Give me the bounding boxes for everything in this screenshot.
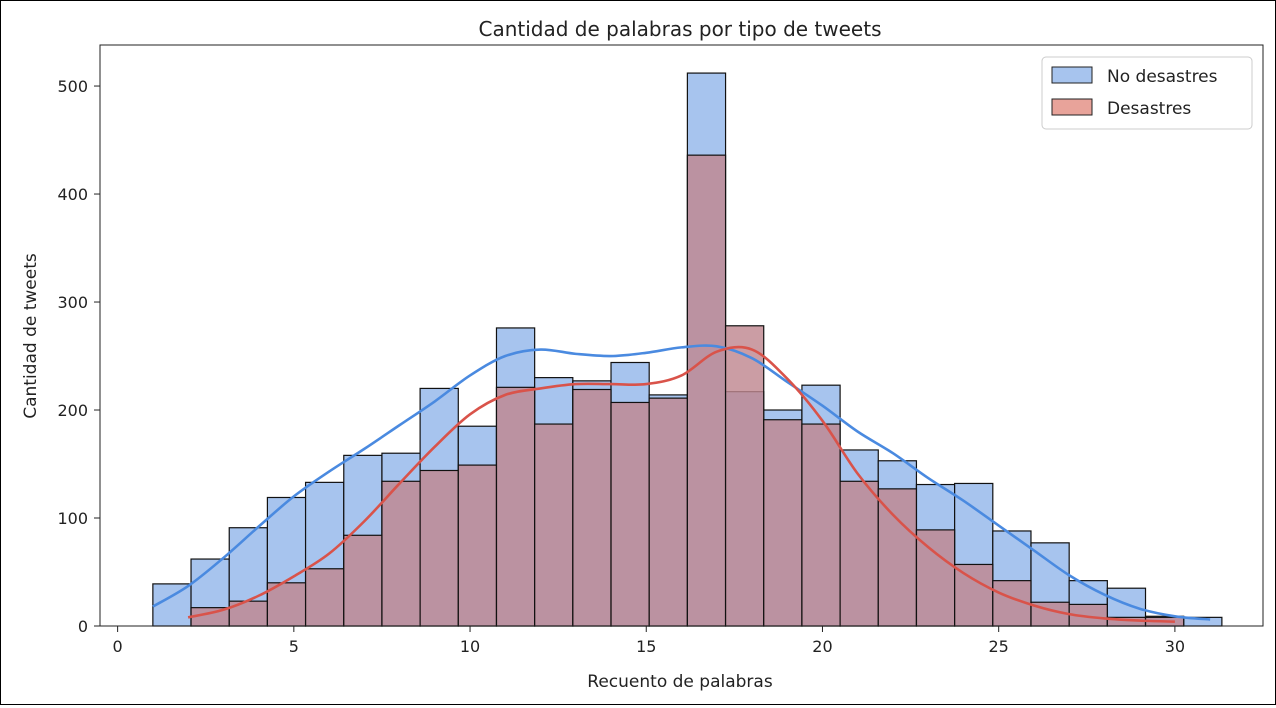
bar-desastres-15 [763, 419, 803, 627]
x-tick-label: 5 [289, 637, 299, 656]
x-tick-label: 0 [113, 637, 123, 656]
x-tick-label: 30 [1165, 637, 1185, 656]
kde-layer [152, 344, 1211, 623]
bar-desastres-8 [495, 386, 536, 627]
y-tick-label: 300 [57, 293, 88, 312]
y-axis: 0 100 200 300 400 500 [57, 77, 100, 636]
y-tick-label: 200 [57, 401, 88, 420]
bar-desastres-11 [610, 401, 650, 627]
bar-desastres-4 [343, 534, 383, 627]
x-tick-label: 10 [460, 637, 480, 656]
chart-title: Cantidad de palabras por tipo de tweets [479, 17, 882, 41]
bar-desastres-12 [648, 397, 688, 627]
y-tick-label: 100 [57, 509, 88, 528]
bar-desastres-18 [877, 488, 918, 627]
x-tick-label: 25 [989, 637, 1009, 656]
kde-line-no-desastres [152, 344, 1211, 621]
bar-desastres-7 [457, 464, 498, 627]
legend-label-no-desastres: No desastres [1107, 67, 1218, 87]
x-axis-label: Recuento de palabras [587, 672, 773, 692]
bar-desastres-5 [381, 480, 421, 627]
legend-swatch-no-desastres [1051, 66, 1093, 84]
y-tick-label: 0 [78, 617, 88, 636]
kde-line-desastres [187, 345, 1175, 623]
y-tick-label: 500 [57, 77, 88, 96]
legend-swatch-desastres [1051, 98, 1093, 116]
bar-no-desastres-0 [152, 583, 192, 627]
bar-desastres-13 [686, 154, 727, 627]
bar-desastres-9 [534, 423, 574, 627]
bar-desastres-3 [304, 568, 345, 627]
x-axis: 0 5 10 15 20 25 30 [113, 626, 1185, 656]
legend-label-desastres: Desastres [1107, 99, 1191, 119]
bar-desastres-16 [801, 423, 841, 627]
bar-desastres-20 [954, 563, 994, 627]
bar-desastres-19 [915, 529, 956, 627]
x-tick-label: 15 [636, 637, 656, 656]
x-tick-label: 20 [812, 637, 832, 656]
y-tick-label: 400 [57, 185, 88, 204]
y-axis-label: Cantidad de tweets [21, 253, 41, 419]
bar-desastres-17 [839, 480, 879, 627]
legend-frame [1041, 56, 1253, 130]
bar-desastres-6 [419, 469, 459, 627]
plot-frame [99, 44, 1264, 627]
legend: No desastres Desastres [1041, 56, 1253, 130]
bar-desastres-10 [572, 388, 612, 627]
bar-desastres-14 [724, 325, 765, 627]
bars-layer [152, 72, 1223, 627]
